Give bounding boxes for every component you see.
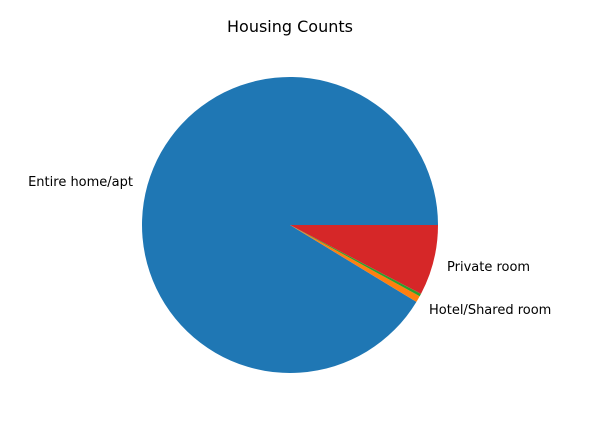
pie-labels: Entire home/apt Hotel/Shared room Privat… [28,175,551,318]
pie-slice-entire-home-apt-0 [142,76,438,373]
pie-slice-private-room-3 [290,225,438,294]
pie-slices [142,76,438,373]
label-private-room: Private room [447,260,530,275]
chart-title: Housing Counts [227,17,353,36]
pie-slice-hotel-shared-room-2 [290,225,422,297]
label-hotel-shared-room: Hotel/Shared room [429,303,551,318]
pie-slice-hotel-shared-room-1 [290,225,420,302]
label-entire-home-apt: Entire home/apt [28,175,133,190]
